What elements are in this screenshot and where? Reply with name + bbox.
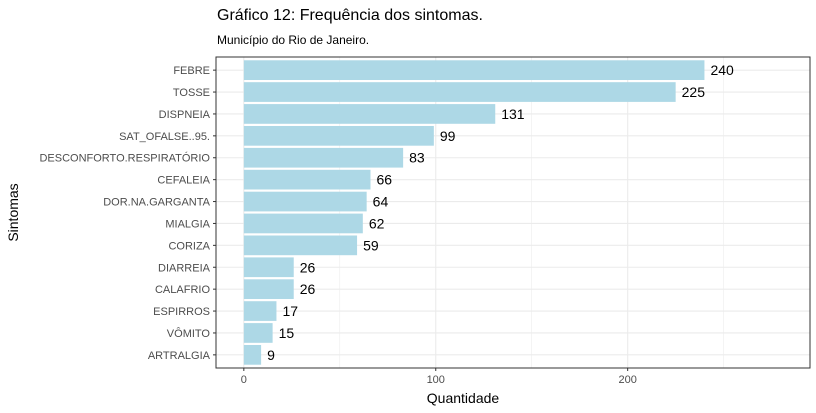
bar [243,279,294,300]
y-tick-label: DISPNEIA [159,109,211,121]
x-tick-label: 200 [618,374,636,386]
bar [243,104,496,124]
data-label: 26 [300,281,316,297]
y-axis-ticks: FEBRE TOSSE DISPNEIA SAT_OFALSE..95. DESCONF… [39,65,216,362]
data-label: 225 [682,84,706,100]
data-label: 83 [409,150,425,166]
y-tick-label: ARTRALGIA [148,350,211,362]
data-label: 17 [282,303,298,319]
y-tick-label: DESCONFORTO.RESPIRATÓRIO [39,152,210,165]
chart-subtitle: Município do Rio de Janeiro. [217,33,370,47]
y-tick-label: SAT_OFALSE..95. [119,131,210,143]
bar [243,257,294,278]
y-tick-label: DOR.NA.GARGANTA [103,197,210,209]
panel-background [216,57,810,368]
bar [243,213,363,234]
bar [243,125,434,146]
bar [243,301,277,321]
y-tick-label: CEFALEIA [157,175,210,187]
data-label: 9 [267,347,275,363]
y-tick-label: CORIZA [168,240,210,252]
data-label: 26 [300,259,316,275]
y-tick-label: CALAFRIO [155,284,210,296]
bar [243,323,273,343]
chart-title: Gráfico 12: Frequência dos sintomas. [217,7,483,24]
data-label: 64 [373,194,389,210]
data-label: 66 [376,172,392,188]
x-tick-label: 100 [427,374,445,386]
y-tick-label: DIARREIA [158,262,211,274]
data-label: 62 [369,215,385,231]
panel-border [215,56,811,369]
data-label: 59 [363,237,379,253]
data-label: 131 [501,106,525,122]
bar [243,169,371,190]
y-axis-label: Sintomas [5,183,21,241]
x-axis-ticks: 0 100 200 [241,368,637,386]
bar [243,345,262,365]
y-tick-label: FEBRE [173,65,210,77]
x-axis-label: Quantidade [427,390,500,406]
bar [243,191,367,212]
y-tick-label: VÔMITO [167,327,211,340]
y-tick-label: ESPIRROS [153,306,210,318]
bar [243,235,358,256]
y-tick-label: TOSSE [173,87,210,99]
bar [243,82,676,102]
y-tick-label: MIALGIA [165,218,210,230]
data-label: 15 [279,325,295,341]
bars [243,60,705,365]
bar [243,147,404,168]
x-tick-label: 0 [241,374,247,386]
bar [243,60,705,80]
grid-lines [216,57,810,368]
data-label: 99 [440,128,456,144]
data-label: 240 [710,62,734,78]
